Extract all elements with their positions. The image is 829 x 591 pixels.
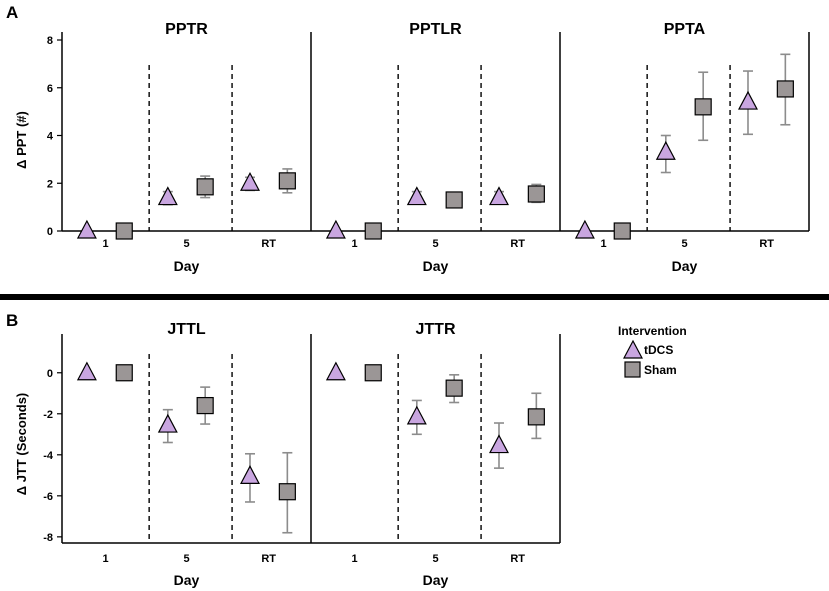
sham-point bbox=[613, 222, 631, 240]
tdcs-point bbox=[157, 186, 178, 206]
tdcs-point bbox=[239, 465, 260, 484]
sham-point bbox=[278, 483, 296, 501]
tdcs-point bbox=[737, 90, 758, 110]
tdcs-point bbox=[488, 186, 509, 206]
x-tick-label: RT bbox=[510, 238, 525, 250]
x-tick-label: 5 bbox=[183, 238, 189, 250]
x-tick-label: RT bbox=[510, 553, 525, 565]
legend: Intervention tDCS Sham bbox=[618, 324, 687, 378]
x-tick-label: 5 bbox=[432, 553, 438, 565]
panel-a-ytick-label: 6 bbox=[47, 83, 53, 95]
x-tick-label: 1 bbox=[103, 553, 109, 565]
panel-separator bbox=[0, 294, 829, 300]
x-tick-label: 1 bbox=[103, 238, 109, 250]
facet-jttr: JTTR 1 5 RT Day bbox=[325, 321, 561, 588]
panel-b-ytick-label: -2 bbox=[43, 409, 53, 421]
sham-point bbox=[115, 222, 133, 240]
legend-title: Intervention bbox=[618, 324, 687, 338]
x-axis-label: Day bbox=[423, 572, 449, 588]
panel-a-ytick-label: 0 bbox=[47, 226, 53, 238]
x-axis-label: Day bbox=[174, 258, 200, 274]
sham-point bbox=[776, 80, 794, 98]
facet-title: JTTR bbox=[416, 321, 456, 338]
x-tick-label: 1 bbox=[601, 238, 607, 250]
tdcs-point bbox=[76, 219, 97, 239]
panel-a-ylabel: Δ PPT (#) bbox=[14, 111, 29, 169]
x-axis-label: Day bbox=[672, 258, 698, 274]
sham-point bbox=[527, 185, 545, 203]
x-axis-label: Day bbox=[174, 572, 200, 588]
facet-title: JTTL bbox=[167, 321, 205, 338]
x-tick-label: RT bbox=[261, 238, 276, 250]
x-tick-label: RT bbox=[759, 238, 774, 250]
tdcs-point bbox=[655, 140, 676, 160]
panel-b-ylabel: Δ JTT (Seconds) bbox=[14, 393, 29, 496]
x-tick-label: 5 bbox=[432, 238, 438, 250]
facet-pptr: PPTR 1 5 RT Day bbox=[76, 21, 312, 274]
facet-pptlr: PPTLR 1 5 RT Day bbox=[325, 21, 561, 274]
panel-b-ytick-label: -8 bbox=[43, 532, 53, 544]
sham-point bbox=[364, 364, 382, 382]
x-axis-label: Day bbox=[423, 258, 449, 274]
x-tick-label: 1 bbox=[352, 238, 358, 250]
tdcs-point bbox=[488, 434, 509, 454]
x-tick-label: RT bbox=[261, 553, 276, 565]
sham-point bbox=[527, 408, 545, 426]
panel-a-letter: A bbox=[6, 3, 18, 22]
sham-point bbox=[278, 172, 296, 190]
panel-b-ytick-label: -6 bbox=[43, 491, 53, 503]
tdcs-point bbox=[325, 361, 346, 381]
legend-tdcs-label: tDCS bbox=[644, 343, 673, 357]
facet-jttl: JTTL 1 5 RT Day bbox=[76, 321, 312, 588]
tdcs-point bbox=[76, 361, 97, 381]
tdcs-point bbox=[406, 186, 427, 206]
sham-point bbox=[364, 222, 382, 240]
sham-point bbox=[196, 396, 214, 415]
facet-ppta: PPTA 1 5 RT Day bbox=[574, 21, 810, 274]
tdcs-point bbox=[574, 219, 595, 239]
panel-b-ytick-label: -4 bbox=[43, 450, 54, 462]
tdcs-point bbox=[157, 413, 178, 433]
facet-title: PPTR bbox=[165, 21, 208, 38]
sham-point bbox=[115, 364, 133, 382]
facet-title: PPTLR bbox=[409, 21, 462, 38]
panel-b-letter: B bbox=[6, 311, 18, 330]
x-tick-label: 5 bbox=[183, 553, 189, 565]
sham-point bbox=[445, 379, 463, 397]
panel-a-ytick-label: 4 bbox=[47, 131, 54, 143]
facet-title: PPTA bbox=[664, 21, 706, 38]
sham-point bbox=[196, 178, 214, 196]
tdcs-point bbox=[406, 405, 427, 425]
x-tick-label: 1 bbox=[352, 553, 358, 565]
tdcs-point bbox=[325, 219, 346, 239]
legend-tdcs-icon bbox=[623, 339, 643, 359]
panel-a-ytick-label: 8 bbox=[47, 35, 53, 47]
x-tick-label: 5 bbox=[681, 238, 687, 250]
legend-sham-icon bbox=[624, 361, 641, 378]
tdcs-point bbox=[239, 171, 260, 191]
legend-sham-label: Sham bbox=[644, 363, 677, 377]
sham-point bbox=[694, 98, 712, 116]
sham-point bbox=[445, 191, 463, 209]
panel-a-ytick-label: 2 bbox=[47, 178, 53, 190]
panel-b-ytick-label: 0 bbox=[47, 368, 53, 380]
